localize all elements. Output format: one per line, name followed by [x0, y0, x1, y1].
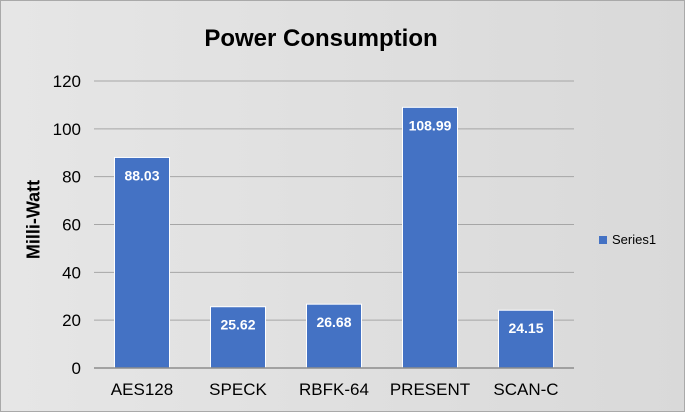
data-label: 108.99: [409, 117, 452, 133]
legend-swatch: [599, 235, 607, 244]
y-tick-label: 0: [72, 359, 81, 378]
data-label: 25.62: [220, 317, 255, 333]
data-label: 88.03: [124, 167, 159, 183]
x-tick-label: SPECK: [209, 380, 267, 399]
y-tick-label: 80: [62, 168, 81, 187]
x-tick-label: PRESENT: [390, 380, 470, 399]
data-label: 26.68: [316, 314, 351, 330]
bar: [210, 306, 266, 369]
y-tick-label: 60: [62, 216, 81, 235]
x-tick-label: RBFK-64: [299, 380, 369, 399]
y-tick-label: 20: [62, 311, 81, 330]
legend: Series1: [599, 232, 656, 247]
x-tick-label: AES128: [111, 380, 173, 399]
y-tick-label: 40: [62, 263, 81, 282]
bar: [114, 156, 170, 369]
x-tick-label: SCAN-C: [493, 380, 558, 399]
bar: [402, 106, 458, 369]
y-tick-label: 100: [53, 120, 81, 139]
y-tick-label: 120: [53, 72, 81, 91]
chart-title: Power Consumption: [204, 25, 438, 52]
data-label: 24.15: [508, 320, 543, 336]
bar: [498, 309, 554, 369]
legend-label: Series1: [612, 232, 657, 247]
